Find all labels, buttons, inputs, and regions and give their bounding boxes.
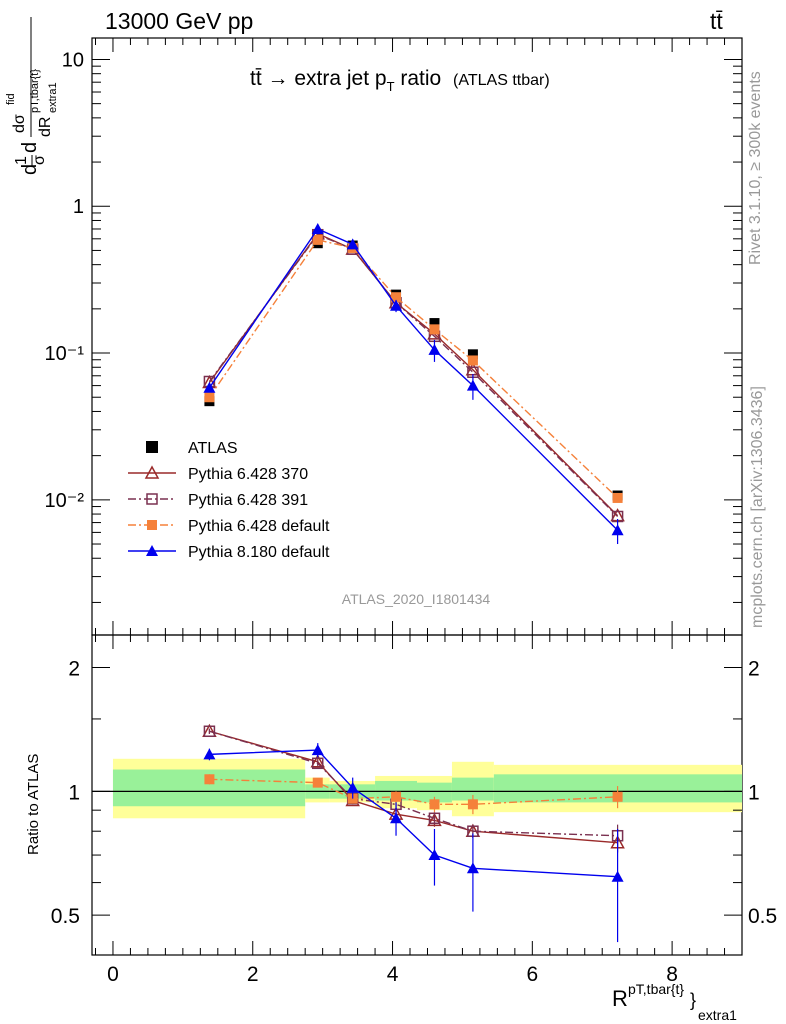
legend-marker-pythia-6-428-370 — [144, 465, 160, 479]
main-point-atlas — [467, 349, 478, 360]
ratio-point-pythia-6-428-default — [204, 774, 215, 785]
ylabel-frac1-den: σ — [31, 155, 48, 165]
ratio-point-pythia-6-428-default — [391, 791, 402, 802]
green-band-bin — [375, 780, 417, 801]
ratio-point-pythia-8-180-default — [346, 781, 359, 793]
main-line-pythia-6-428-default — [208, 239, 619, 499]
chart-title: tt̄ → extra jet pT ratio (ATLAS ttbar) — [250, 67, 550, 94]
title-main: tt̄ → extra jet p — [250, 67, 387, 90]
ratio-point-pythia-8-180-default — [203, 748, 216, 760]
legend-marker-pythia-6-428-391 — [146, 493, 158, 505]
ratio-uncertainty-bands — [112, 758, 742, 819]
mcplots-reference-label: mcplots.cern.ch [arXiv:1306.3436] — [749, 386, 766, 628]
xlabel-sub: extra1 — [698, 1007, 737, 1023]
main-point-pythia-8-180-default — [390, 299, 403, 311]
ratio-series-layer — [202, 723, 625, 943]
ylabel-frac2-num: dσ — [11, 114, 28, 133]
title-paren: (ATLAS ttbar) — [453, 72, 550, 89]
svg-text:tt̄ → extra jet pT ratio: tt̄ → extra jet pT ratio (ATLAS ttbar) — [250, 67, 550, 94]
x-tick-label: 6 — [526, 963, 538, 986]
y-tick-label: 1 — [73, 196, 84, 218]
y-axis-label: d 1 σ d dσ fid dR pT,tbar{t} extra1 — [5, 17, 59, 175]
ratio-point-pythia-6-428-default — [312, 777, 323, 788]
analysis-tag: ATLAS_2020_I1801434 — [342, 591, 491, 607]
ratio-point-pythia-8-180-default — [428, 849, 441, 861]
title-tail: ratio — [395, 67, 442, 90]
rivet-version-label: Rivet 3.1.10, ≥ 300k events — [747, 71, 764, 265]
ratio-tick-label-right: 2 — [748, 658, 760, 681]
ratio-tick-label-right: 1 — [748, 781, 760, 804]
title-subscript: T — [387, 79, 395, 94]
legend-label-pythia-6-428-default: Pythia 6.428 default — [188, 518, 330, 535]
xlabel-base: R — [612, 986, 628, 1011]
xlabel-brace: } — [690, 990, 696, 1010]
main-point-pythia-6-428-default — [612, 492, 623, 503]
axis-ticks: 0 2 4 6 8 10 1 10⁻¹ 10⁻² 2 2 1 1 0.5 0.5 — [45, 38, 777, 986]
main-point-pythia-8-180-default — [466, 379, 479, 391]
x-tick-label: 2 — [247, 963, 259, 986]
ylabel-d: d — [19, 164, 41, 175]
main-point-pythia-6-428-default — [204, 392, 215, 403]
main-line-pythia-8-180-default — [208, 228, 619, 531]
main-point-pythia-6-428-default — [429, 324, 440, 335]
y-tick-label: 10⁻¹ — [45, 343, 85, 365]
green-band-bin — [417, 782, 452, 803]
ratio-point-pythia-8-180-default — [611, 870, 624, 882]
ratio-y-axis-label: Ratio to ATLAS — [25, 754, 42, 855]
x-tick-label: 0 — [107, 963, 119, 986]
legend-label-pythia-6-428-370: Pythia 6.428 370 — [188, 466, 308, 483]
main-point-pythia-8-180-default — [346, 238, 359, 250]
ylabel-frac1-num: 1 — [13, 156, 30, 165]
ratio-point-pythia-6-428-370 — [310, 754, 326, 768]
main-point-pythia-6-428-default — [391, 292, 402, 303]
main-point-pythia-8-180-default — [428, 343, 441, 355]
ylabel-frac2-den: dR — [37, 117, 54, 137]
ylabel-frac2-den-sub: extra1 — [47, 82, 59, 113]
main-point-atlas — [429, 318, 440, 329]
ratio-point-pythia-6-428-default — [612, 791, 623, 802]
ratio-point-pythia-6-428-391 — [312, 757, 324, 770]
ratio-tick-label: 0.5 — [51, 905, 80, 928]
main-point-pythia-6-428-default — [467, 355, 478, 366]
ratio-point-pythia-6-428-391 — [428, 812, 441, 825]
xlabel-sup: pT,tbar{t} — [628, 981, 684, 997]
legend-marker-atlas — [146, 441, 158, 453]
collision-energy-label: 13000 GeV pp — [105, 8, 253, 34]
main-point-pythia-8-180-default — [203, 381, 216, 393]
y-tick-label: 10⁻² — [45, 490, 85, 512]
y-tick-label: 10 — [62, 49, 84, 71]
legend-label-pythia-6-428-391: Pythia 6.428 391 — [188, 492, 308, 509]
main-point-pythia-8-180-default — [611, 524, 624, 536]
x-axis-label: R pT,tbar{t} } extra1 — [612, 981, 737, 1023]
legend-label-pythia-8-180-default: Pythia 8.180 default — [188, 544, 330, 561]
ratio-tick-label-right: 0.5 — [748, 905, 777, 928]
ratio-point-pythia-6-428-default — [429, 799, 440, 810]
legend-marker-pythia-6-428-default — [147, 520, 157, 530]
legend: ATLAS Pythia 6.428 370 Pythia 6.428 391 Pyt… — [128, 440, 330, 561]
main-series-layer — [202, 222, 625, 545]
ratio-tick-label: 2 — [68, 658, 80, 681]
ratio-point-pythia-6-428-370 — [427, 812, 442, 827]
legend-marker-pythia-8-180-default — [146, 545, 158, 556]
green-band-bin — [451, 777, 494, 801]
ratio-tick-label: 1 — [68, 781, 80, 804]
svg-text:d: d — [19, 164, 41, 175]
x-tick-label: 8 — [666, 963, 678, 986]
ratio-point-pythia-8-180-default — [466, 862, 479, 874]
ylabel-frac2-num-sup: fid — [5, 93, 17, 105]
process-label: tt̄ — [710, 8, 723, 34]
ratio-point-pythia-8-180-default — [311, 744, 324, 756]
ratio-point-pythia-8-180-default — [390, 812, 403, 824]
ratio-point-pythia-6-428-391 — [203, 725, 216, 738]
ratio-point-pythia-6-428-default — [467, 799, 478, 810]
legend-label-atlas: ATLAS — [188, 440, 238, 457]
x-tick-label: 4 — [387, 963, 399, 986]
main-point-pythia-8-180-default — [311, 222, 324, 234]
ylabel-frac2-den-sup: pT,tbar{t} — [29, 69, 41, 113]
main-point-pythia-6-428-default — [312, 234, 323, 245]
ylabel-d2: d — [19, 142, 41, 153]
